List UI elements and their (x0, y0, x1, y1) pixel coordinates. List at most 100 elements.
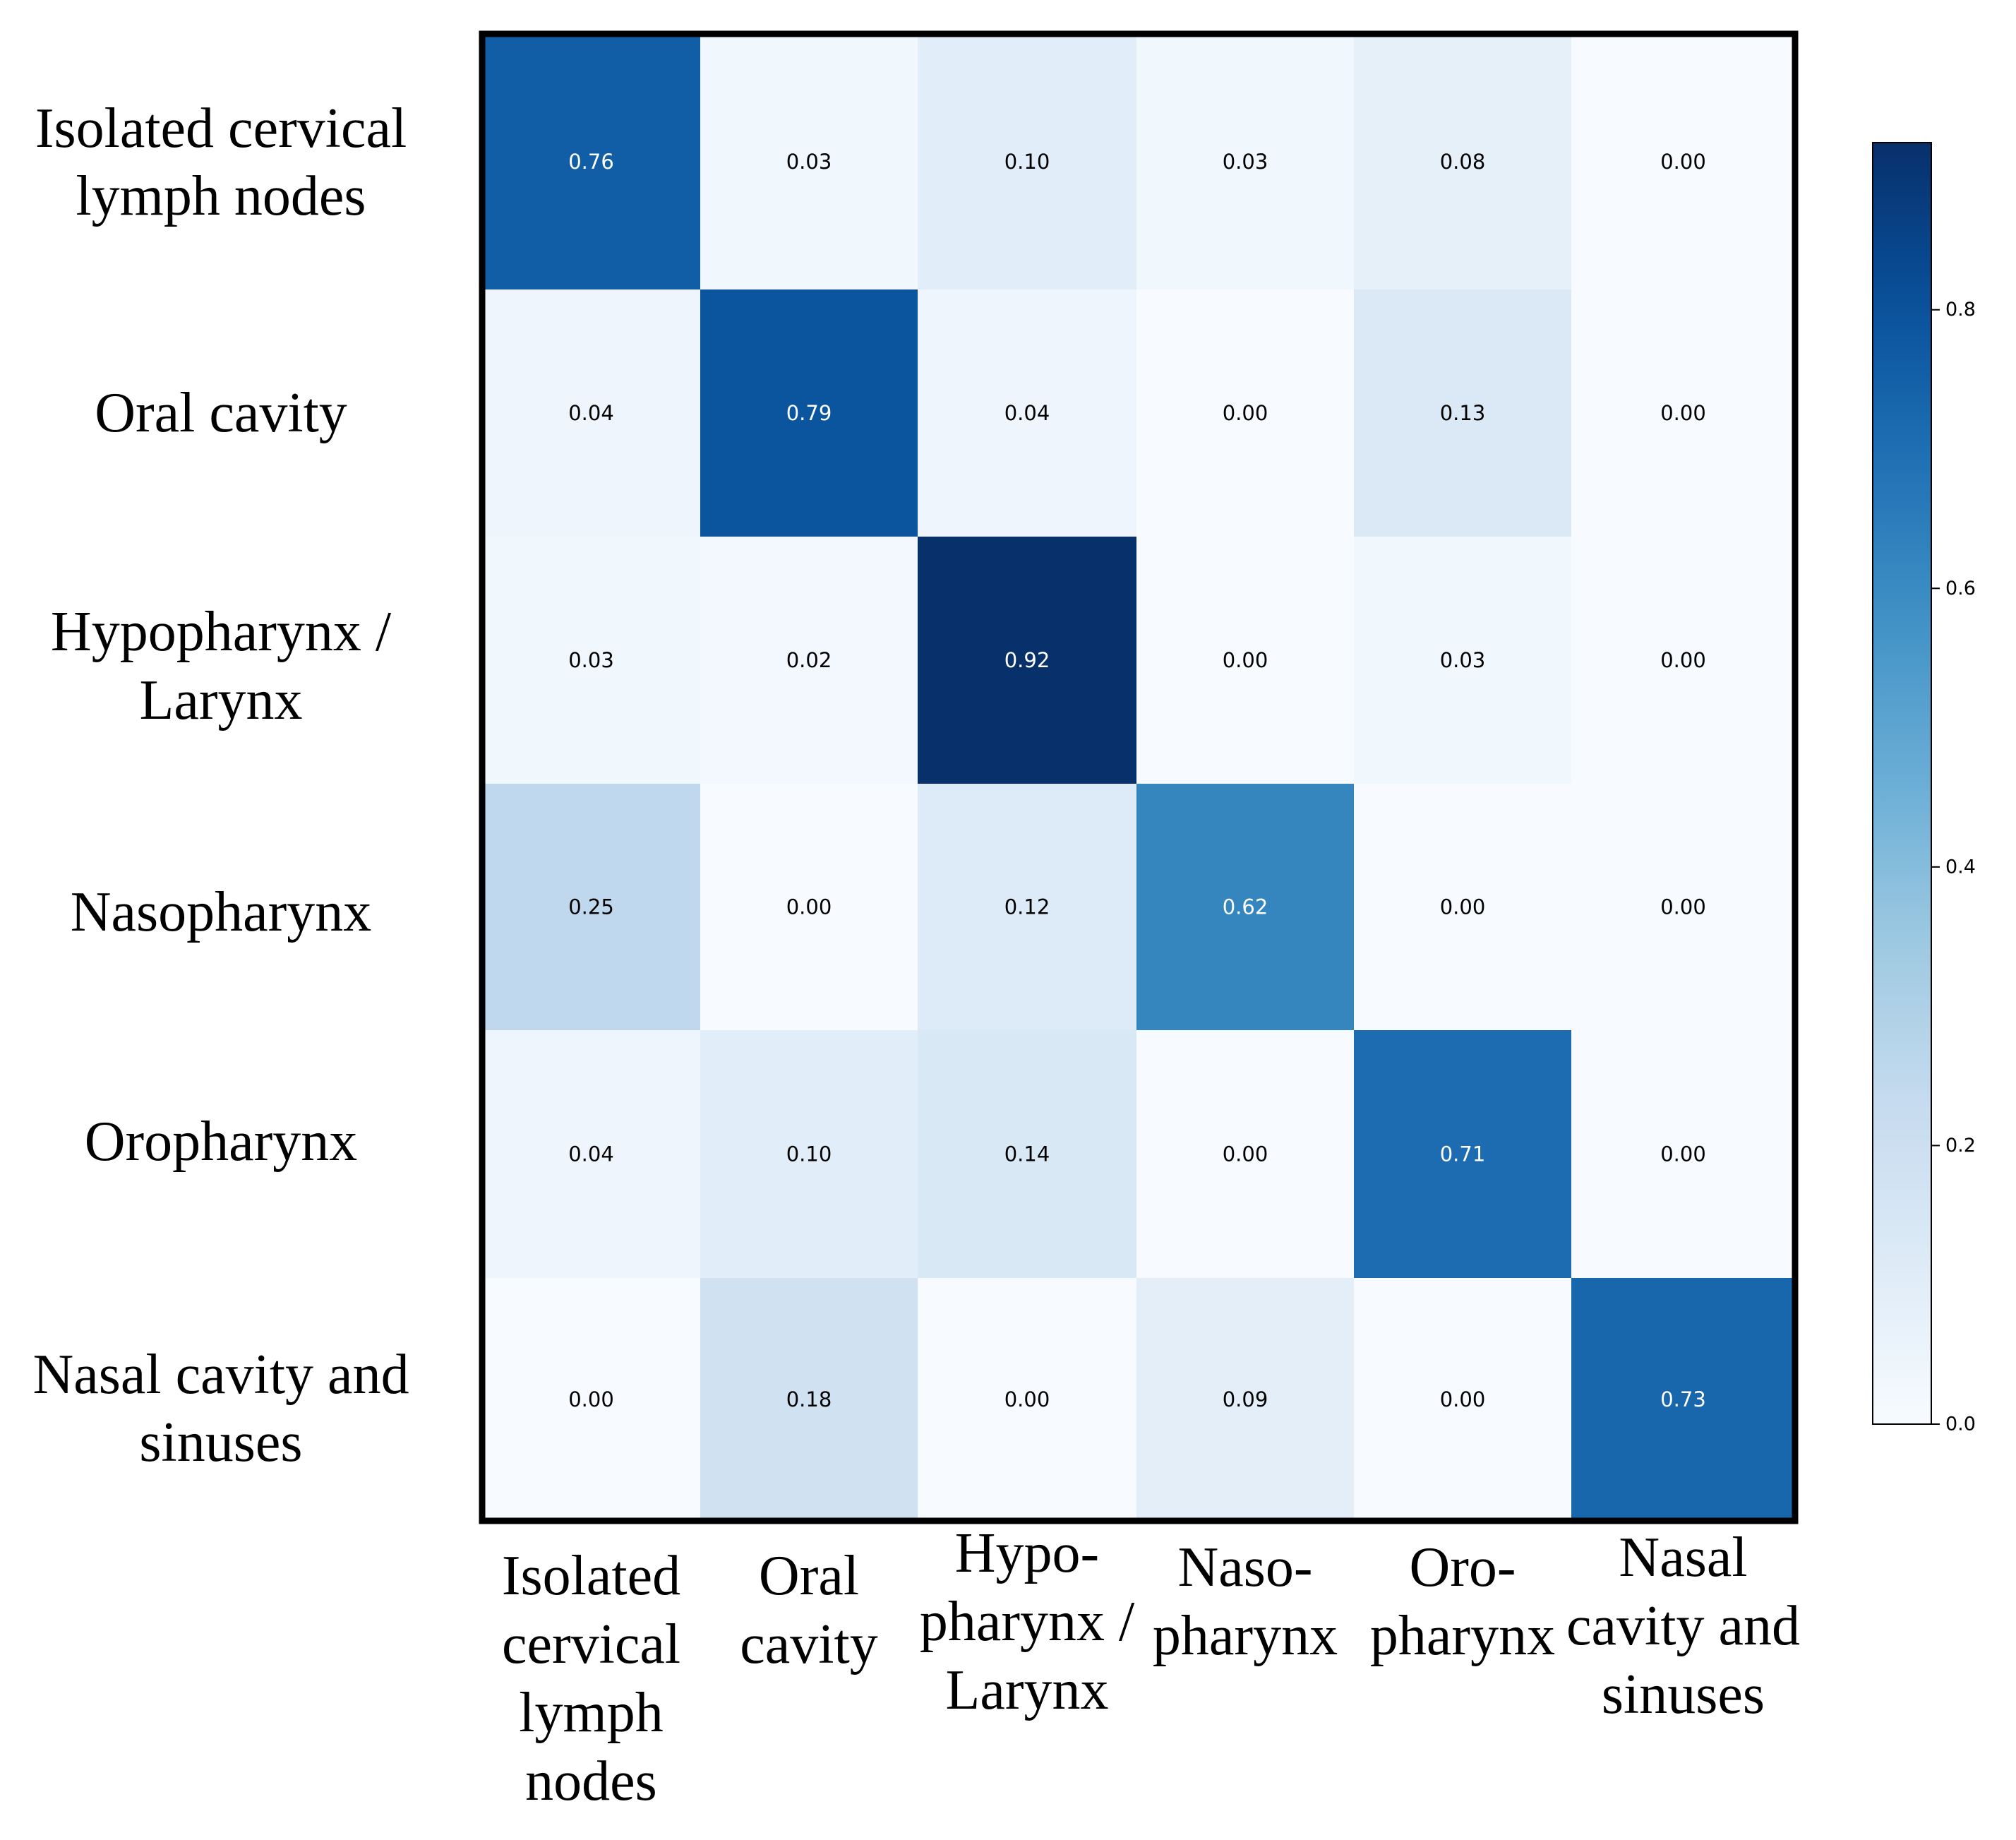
row-label-4-line-0: Oropharynx (85, 1111, 358, 1173)
cell-value-r4-c0: 0.04 (568, 1142, 614, 1166)
cell-value-r3-c4: 0.00 (1440, 895, 1486, 919)
heatmap-cell-r1-c5 (1571, 289, 1796, 537)
cell-value-r0-c5: 0.00 (1660, 150, 1706, 174)
colorbar-tick-label-4: 0.8 (1945, 299, 1976, 321)
cell-value-r3-c1: 0.00 (786, 895, 832, 919)
row-label-5-line-0: Nasal cavity and (32, 1344, 409, 1406)
col-label-2-line-1: pharynx / (920, 1591, 1135, 1653)
col-label-4-line-0: Oro- (1409, 1536, 1516, 1599)
cell-value-r5-c2: 0.00 (1004, 1387, 1050, 1411)
heatmap-cell-r4-c4 (1354, 1030, 1572, 1279)
cell-value-r2-c2: 0.92 (1004, 648, 1050, 672)
cell-value-r3-c0: 0.25 (568, 895, 614, 919)
cell-value-r0-c3: 0.03 (1223, 150, 1268, 174)
row-label-1-line-0: Oral cavity (95, 382, 347, 444)
colorbar-tick-label-0: 0.0 (1945, 1414, 1976, 1435)
heatmap-cell-r0-c2 (918, 34, 1137, 290)
heatmap-cell-r0-c3 (1136, 34, 1355, 290)
cell-value-r2-c4: 0.03 (1440, 648, 1486, 672)
colorbar-ticks: 0.0 0.2 0.4 0.6 0.8 (1931, 299, 1976, 1435)
cell-value-r2-c5: 0.00 (1660, 648, 1706, 672)
row-label-2-line-1: Larynx (139, 669, 302, 731)
heatmap-cell-r1-c2 (918, 289, 1137, 537)
cell-value-r4-c4: 0.71 (1440, 1142, 1486, 1166)
cell-value-r2-c1: 0.02 (786, 648, 832, 672)
col-label-5-line-1: cavity and (1566, 1595, 1800, 1657)
heatmap-cell-values: 0.76 0.03 0.10 0.03 0.08 0.00 0.04 0.79 0.04 0.00… (568, 150, 1706, 1411)
col-label-0-line-1: cervical (502, 1613, 680, 1675)
cell-value-r3-c5: 0.00 (1660, 895, 1706, 919)
heatmap-cell-r3-c3 (1136, 784, 1355, 1031)
cell-value-r4-c5: 0.00 (1660, 1142, 1706, 1166)
heatmap-frame (479, 30, 1799, 1524)
cell-value-r5-c1: 0.18 (786, 1387, 832, 1411)
heatmap-cell-r5-c2 (918, 1278, 1137, 1522)
colorbar: 0.0 0.2 0.4 0.6 0.8 (1872, 142, 1976, 1435)
heatmap-cell-r5-c4 (1354, 1278, 1572, 1522)
heatmap-cell-r1-c4 (1354, 289, 1572, 537)
cell-value-r3-c2: 0.12 (1004, 895, 1050, 919)
colorbar-tick-label-2: 0.4 (1945, 856, 1976, 878)
col-label-0-line-2: lymph (519, 1682, 663, 1744)
colorbar-tick-label-3: 0.6 (1945, 578, 1976, 599)
cell-value-r2-c0: 0.03 (568, 648, 614, 672)
cell-value-r5-c0: 0.00 (568, 1387, 614, 1411)
heatmap-cell-r1-c3 (1136, 289, 1355, 537)
cell-value-r4-c2: 0.14 (1004, 1142, 1050, 1166)
cell-value-r5-c5: 0.73 (1660, 1387, 1706, 1411)
row-label-3-line-0: Nasopharynx (71, 881, 372, 943)
heatmap-cell-r4-c1 (700, 1030, 918, 1279)
col-label-1-line-0: Oral (759, 1545, 859, 1607)
col-label-0-line-0: Isolated (502, 1545, 680, 1607)
colorbar-tick-label-1: 0.2 (1945, 1135, 1976, 1157)
heatmap-cells (482, 34, 1796, 1522)
heatmap-cell-r3-c2 (918, 784, 1137, 1031)
col-label-0-line-3: nodes (525, 1750, 657, 1812)
heatmap-cell-r1-c1 (700, 289, 918, 537)
heatmap-cell-r2-c0 (482, 537, 701, 784)
cell-value-r1-c5: 0.00 (1660, 401, 1706, 425)
cell-value-r0-c2: 0.10 (1004, 150, 1050, 174)
heatmap-cell-r4-c2 (918, 1030, 1137, 1279)
col-label-3-line-1: pharynx (1153, 1605, 1338, 1667)
col-label-2-line-2: Larynx (945, 1659, 1108, 1721)
heatmap-cell-r3-c5 (1571, 784, 1796, 1031)
col-label-1-line-1: cavity (740, 1613, 877, 1675)
cell-value-r1-c4: 0.13 (1440, 401, 1486, 425)
cell-value-r1-c1: 0.79 (786, 401, 832, 425)
heatmap-cell-r2-c3 (1136, 537, 1355, 784)
heatmap-cell-r2-c5 (1571, 537, 1796, 784)
col-label-5-line-0: Nasal (1619, 1527, 1747, 1589)
col-label-4-line-1: pharynx (1370, 1605, 1555, 1667)
col-label-2-line-0: Hypo- (955, 1522, 1099, 1584)
cell-value-r1-c2: 0.04 (1004, 401, 1050, 425)
heatmap-cell-r4-c3 (1136, 1030, 1355, 1279)
heatmap-cell-r2-c4 (1354, 537, 1572, 784)
heatmap-cell-r5-c3 (1136, 1278, 1355, 1522)
cell-value-r4-c1: 0.10 (786, 1142, 832, 1166)
heatmap-cell-r0-c4 (1354, 34, 1572, 290)
heatmap-cell-r1-c0 (482, 289, 701, 537)
heatmap-cell-r3-c0 (482, 784, 701, 1031)
cell-value-r0-c0: 0.76 (568, 150, 614, 174)
heatmap-cell-r5-c1 (700, 1278, 918, 1522)
heatmap-cell-r2-c1 (700, 537, 918, 784)
row-label-0-line-0: Isolated cervical (35, 97, 407, 160)
cell-value-r1-c0: 0.04 (568, 401, 614, 425)
heatmap-cell-r4-c0 (482, 1030, 701, 1279)
cell-value-r0-c4: 0.08 (1440, 150, 1486, 174)
row-label-0-line-1: lymph nodes (76, 165, 366, 227)
heatmap-cell-r5-c0 (482, 1278, 701, 1522)
cell-value-r3-c3: 0.62 (1223, 895, 1268, 919)
cell-value-r0-c1: 0.03 (786, 150, 832, 174)
cell-value-r4-c3: 0.00 (1223, 1142, 1268, 1166)
cell-value-r5-c4: 0.00 (1440, 1387, 1486, 1411)
col-label-5-line-2: sinuses (1602, 1663, 1765, 1726)
cell-value-r1-c3: 0.00 (1223, 401, 1268, 425)
heatmap-cell-r0-c1 (700, 34, 918, 290)
heatmap-cell-r3-c4 (1354, 784, 1572, 1031)
heatmap-cell-r3-c1 (700, 784, 918, 1031)
